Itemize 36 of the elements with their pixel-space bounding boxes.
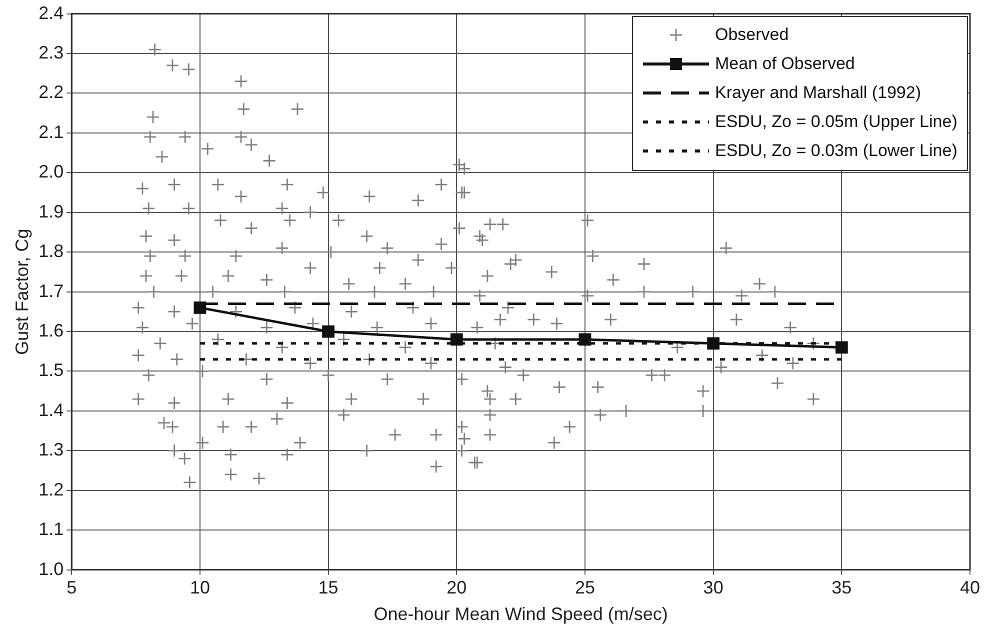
point <box>578 333 592 346</box>
y-tick-label: 2.2 <box>38 82 64 102</box>
y-tick-label: 2.4 <box>38 2 64 23</box>
y-tick-label: 1.7 <box>38 280 64 301</box>
x-tick-label: 25 <box>574 578 595 598</box>
y-tick-label: 1.5 <box>38 360 64 380</box>
point <box>450 333 463 346</box>
y-tick-label: 1.4 <box>38 400 64 420</box>
legend-label: Observed <box>715 25 789 46</box>
point <box>194 301 206 314</box>
y-tick-label: 1.3 <box>38 440 64 460</box>
y-tick-label: 2.0 <box>38 162 64 182</box>
y-tick-label: 1.2 <box>38 479 64 500</box>
x-tick-label: 35 <box>832 578 852 598</box>
x-tick-label: 10 <box>190 578 210 598</box>
y-tick-label: 1.1 <box>38 519 64 540</box>
x-tick-label: 5 <box>66 578 77 598</box>
legend-label: ESDU, Zo = 0.03m (Lower Line) <box>715 141 958 162</box>
point <box>835 341 848 354</box>
y-tick-label: 1.6 <box>38 320 64 340</box>
y-tick-label: 2.1 <box>38 122 64 142</box>
y-tick-label: 1.0 <box>38 558 64 579</box>
legend-label: Krayer and Marshall (1992) <box>715 83 921 104</box>
legend-label: ESDU, Zo = 0.05m (Upper Line) <box>715 112 958 132</box>
x-tick-label: 20 <box>446 578 467 598</box>
y-tick-label: 1.9 <box>38 201 64 222</box>
x-tick-label: 30 <box>703 578 724 598</box>
y-tick-label: 2.3 <box>38 42 64 62</box>
x-tick-label: 15 <box>318 578 338 598</box>
y-tick-label: 1.8 <box>38 241 64 262</box>
y-axis-title: Gust Factor, Cg <box>12 228 32 355</box>
x-tick-label: 40 <box>960 578 980 598</box>
point <box>707 337 720 350</box>
point <box>322 325 334 338</box>
x-axis-title: One-hour Mean Wind Speed (m/sec) <box>374 604 668 624</box>
legend-label: Mean of Observed <box>715 54 855 74</box>
